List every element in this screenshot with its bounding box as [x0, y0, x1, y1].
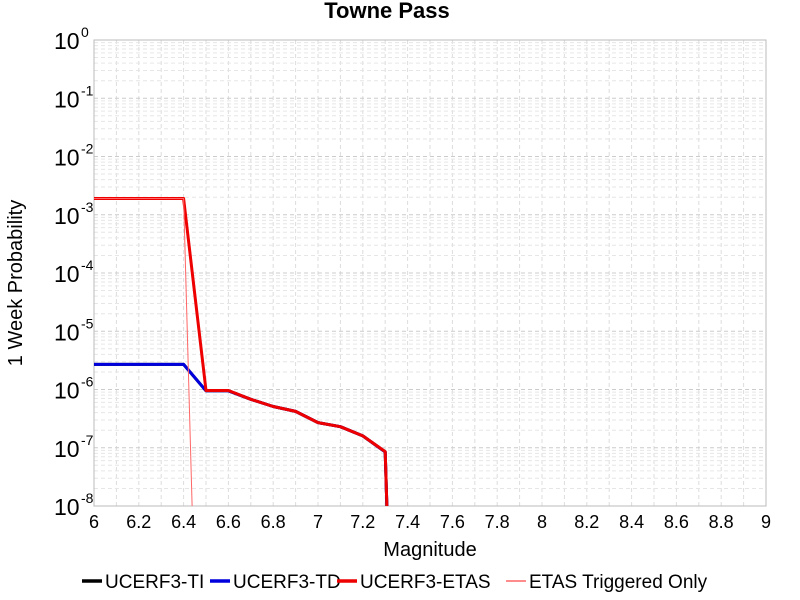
x-tick-label: 6.2: [126, 512, 151, 532]
x-axis-label: Magnitude: [383, 539, 476, 561]
x-tick-label: 8: [537, 512, 547, 532]
y-tick-label: 10: [54, 203, 80, 229]
y-tick-label: 10: [54, 261, 80, 287]
y-tick-label: 10: [54, 145, 80, 171]
series-line-ucerf3-ti: [94, 362, 389, 506]
x-tick-label: 8.6: [664, 512, 689, 532]
x-tick-label: 8.4: [619, 512, 644, 532]
legend-label: UCERF3-TI: [105, 572, 204, 593]
y-tick-label: 10: [54, 378, 80, 404]
x-tick-label: 6.6: [216, 512, 241, 532]
x-tick-label: 8.8: [709, 512, 734, 532]
y-tick-exponent: -6: [81, 374, 94, 390]
x-tick-label: 7.8: [485, 512, 510, 532]
y-tick-label: 10: [54, 494, 80, 520]
plot-frame: [93, 39, 767, 507]
x-tick-label: 7.6: [440, 512, 465, 532]
series-lines: [94, 197, 389, 506]
legend-label: ETAS Triggered Only: [529, 572, 708, 593]
x-tick-label: 6.8: [261, 512, 286, 532]
y-tick-exponent: -2: [81, 141, 94, 157]
x-tick-label: 7: [313, 512, 323, 532]
grid: [93, 40, 766, 507]
y-tick-exponent: -1: [81, 82, 94, 98]
legend: UCERF3-TI UCERF3-TD UCERF3-ETAS ETAS Trigge…: [82, 572, 708, 593]
x-tick-label: 6: [89, 512, 99, 532]
y-tick-exponent: -5: [81, 315, 94, 331]
y-tick-label: 10: [54, 28, 80, 54]
x-tick-label: 8.2: [574, 512, 599, 532]
y-tick-exponent: -8: [81, 490, 94, 506]
y-tick-exponent: 0: [81, 24, 89, 40]
legend-label: UCERF3-ETAS: [360, 572, 491, 593]
y-tick-label: 10: [54, 319, 80, 345]
series-line-ucerf3-etas: [94, 197, 389, 506]
y-axis-label: 1 Week Probability: [5, 200, 27, 366]
x-tick-label: 7.2: [350, 512, 375, 532]
x-tick-label: 6.4: [171, 512, 196, 532]
series-line-ucerf3-td: [94, 362, 389, 506]
y-tick-exponent: -3: [81, 199, 94, 215]
x-tick-label: 9: [761, 512, 771, 532]
x-tick-labels: 6 6.2 6.4 6.6 6.8 7 7.2 7.4 7.6 7.8 8 8.2 8.4 8.6 8.8 9: [89, 512, 771, 532]
x-tick-label: 7.4: [395, 512, 420, 532]
y-tick-label: 10: [54, 86, 80, 112]
y-tick-label: 10: [54, 436, 80, 462]
chart-title: Towne Pass: [324, 0, 450, 23]
y-tick-exponent: -4: [81, 257, 94, 273]
series-line-etas-triggered-only: [94, 198, 193, 506]
y-tick-exponent: -7: [81, 432, 94, 448]
legend-label: UCERF3-TD: [233, 572, 341, 593]
